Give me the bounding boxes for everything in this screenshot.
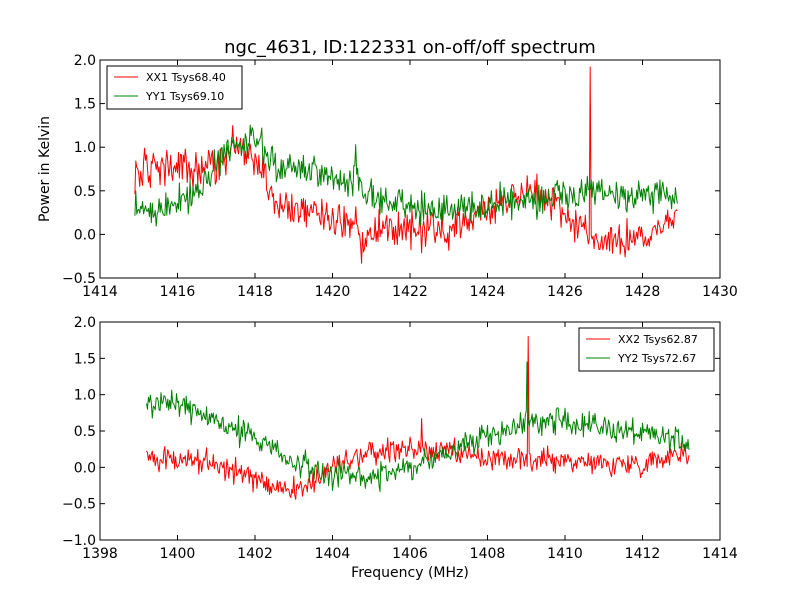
top-y-axis-label: Power in Kelvin [37, 116, 53, 222]
top-x-tick-label: 1428 [625, 284, 661, 300]
top-y-tick-label: 0.5 [74, 184, 96, 200]
top-y-tick-label: 2.0 [74, 53, 96, 69]
top-x-tick-label: 1414 [82, 284, 118, 300]
bottom-y-tick-label: 1.5 [74, 351, 96, 367]
bottom-series-line-yy2 [146, 361, 690, 492]
bottom-x-tick-label: 1410 [547, 546, 583, 562]
top-axis-ticks: 1414 1416 1418 1420 1422 1424 1426 1428 1430 −0.5… [62, 53, 738, 300]
top-legend-label-yy1: YY1 Tsys69.10 [145, 90, 224, 103]
bottom-legend-label-yy2: YY2 Tsys72.67 [617, 352, 696, 365]
top-legend-label-xx1: XX1 Tsys68.40 [146, 71, 226, 84]
bottom-x-tick-label: 1400 [160, 546, 196, 562]
top-series-layer [134, 66, 678, 264]
bottom-legend: XX2 Tsys62.87 YY2 Tsys72.67 [578, 327, 715, 372]
top-x-tick-label: 1426 [547, 284, 583, 300]
top-x-tick-label: 1420 [315, 284, 351, 300]
bottom-x-tick-label: 1412 [625, 546, 661, 562]
top-x-tick-label: 1416 [160, 284, 196, 300]
bottom-x-tick-label: 1404 [315, 546, 351, 562]
bottom-y-tick-label: 2.0 [74, 315, 96, 331]
bottom-legend-box [578, 327, 715, 372]
bottom-series-line-xx2 [146, 336, 690, 500]
bottom-x-tick-label: 1398 [82, 546, 118, 562]
bottom-y-tick-label: −0.5 [62, 497, 96, 513]
bottom-y-tick-label: 1.0 [74, 388, 96, 404]
top-series-line-xx1 [134, 66, 678, 264]
top-y-tick-label: 0.0 [74, 227, 96, 243]
bottom-y-tick-label: 0.0 [74, 460, 96, 476]
bottom-axis-ticks: 1398 1400 1402 1404 1406 1408 1410 1412 1414 −1.0… [62, 315, 738, 562]
top-legend-box [106, 65, 243, 110]
top-y-tick-label: 1.0 [74, 140, 96, 156]
top-y-tick-label: 1.5 [74, 97, 96, 113]
bottom-x-tick-label: 1408 [470, 546, 506, 562]
top-legend: XX1 Tsys68.40 YY1 Tsys69.10 [106, 65, 243, 110]
bottom-x-tick-label: 1414 [702, 546, 738, 562]
bottom-series-layer [146, 336, 690, 500]
top-series-line-yy1 [134, 124, 678, 227]
top-x-tick-label: 1424 [470, 284, 506, 300]
top-y-tick-label: −0.5 [62, 271, 96, 287]
bottom-y-tick-label: −1.0 [62, 533, 96, 549]
top-x-tick-label: 1422 [392, 284, 428, 300]
bottom-x-axis-label: Frequency (MHz) [351, 565, 469, 581]
bottom-x-tick-label: 1402 [237, 546, 273, 562]
bottom-legend-label-xx2: XX2 Tsys62.87 [618, 333, 698, 346]
figure-title: ngc_4631, ID:122331 on-off/off spectrum [224, 37, 596, 58]
bottom-spectrum-panel: 1398 1400 1402 1404 1406 1408 1410 1412 1414 −1.0… [62, 315, 738, 581]
top-spectrum-panel: 1414 1416 1418 1420 1422 1424 1426 1428 1430 −0.5… [37, 53, 738, 300]
top-x-tick-label: 1418 [237, 284, 273, 300]
bottom-x-tick-label: 1406 [392, 546, 428, 562]
top-x-tick-label: 1430 [702, 284, 738, 300]
bottom-y-tick-label: 0.5 [74, 424, 96, 440]
